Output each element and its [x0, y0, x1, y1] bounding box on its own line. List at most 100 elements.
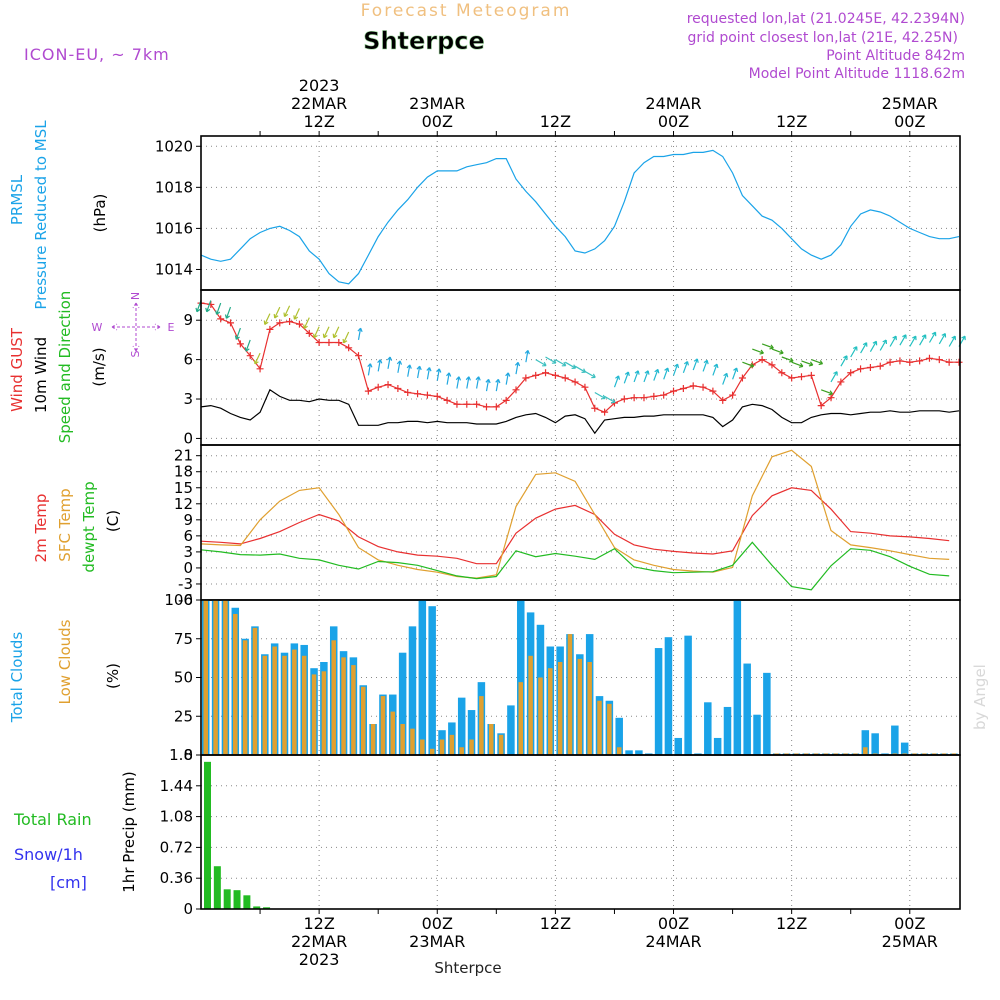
panel-legends: PRMSL Pressure Reduced to MSL (hPa) Wind GU…: [8, 120, 175, 893]
temperature-ytick-label: 0: [183, 559, 193, 577]
total-clouds-bar: [507, 705, 515, 755]
gust-marker: [492, 403, 500, 411]
total-clouds-bar: [635, 750, 643, 755]
gust-marker: [758, 356, 766, 364]
total-clouds-bar: [763, 672, 771, 755]
low-clouds-bar: [292, 649, 297, 755]
wind-direction-arrow: [303, 317, 310, 330]
low-clouds-bar: [301, 655, 307, 755]
gust-marker: [817, 402, 825, 410]
model-label: ICON-EU, ~ 7km: [24, 45, 170, 64]
low-clouds-bar: [390, 711, 396, 755]
wind-direction-arrow: [633, 370, 640, 383]
wind-ytick-label: 6: [183, 351, 193, 369]
low-clouds-bar: [242, 640, 248, 755]
low-clouds-bar: [420, 739, 425, 755]
wind-direction-arrow: [574, 365, 587, 373]
model-point-altitude: Model Point Altitude 1118.62m: [749, 66, 965, 82]
temp-legend-dewpt: dewpt Temp: [80, 481, 98, 572]
gust-marker: [916, 357, 924, 365]
wind-direction-arrow: [535, 359, 547, 367]
pressure-ytick-label: 1014: [155, 260, 193, 278]
wind-ytick-label: 0: [183, 429, 193, 447]
precip-legend-snow: Snow/1h: [14, 845, 83, 864]
temperature-ytick-label: 18: [174, 463, 193, 481]
low-clouds-bar: [863, 747, 868, 755]
gust-marker: [906, 358, 914, 366]
top-time-label: 12Z: [303, 112, 334, 131]
bottom-time-label: 24MAR: [645, 932, 701, 951]
wind-direction-arrow: [205, 300, 212, 313]
gust-marker: [256, 365, 264, 373]
gust-marker: [729, 391, 737, 399]
gust-marker: [640, 394, 648, 402]
point-altitude: Point Altitude 842m: [826, 48, 965, 64]
gust-marker: [502, 396, 510, 404]
rain-bar: [253, 906, 261, 909]
gust-marker: [768, 361, 776, 369]
low-clouds-bar: [577, 658, 583, 755]
precip-axis-label: 1hr Precip (mm): [120, 771, 138, 892]
wind-direction-arrow: [524, 349, 530, 363]
wind-direction-arrow: [446, 372, 452, 385]
gust-marker: [896, 357, 904, 365]
wind-direction-arrow: [938, 332, 947, 345]
bottom-time-label: 12Z: [776, 914, 807, 933]
temperature-ytick-label: -6: [178, 591, 193, 609]
wind-legend-speed-dir: Speed and Direction: [56, 291, 74, 444]
watermark: by Angel: [971, 664, 989, 730]
wind-direction-arrow: [702, 359, 709, 372]
bottom-time-label: 00Z: [894, 914, 925, 933]
rain-bar: [243, 895, 251, 909]
gust-marker: [788, 374, 796, 382]
wind-direction-arrow: [781, 356, 794, 363]
clouds-panel: 0 25 50 75 100: [164, 591, 961, 764]
precipitation-ytick-label: 0: [183, 900, 193, 918]
wind-direction-arrow: [830, 371, 838, 383]
gust-marker: [925, 354, 933, 362]
wind-direction-arrow: [722, 372, 729, 385]
wind-direction-arrow: [357, 327, 363, 341]
rain-bar: [233, 890, 241, 909]
bottom-time-label: 25MAR: [882, 932, 938, 951]
gust-marker: [699, 383, 707, 391]
wind-direction-arrow: [732, 367, 739, 380]
total-clouds-bar: [398, 652, 407, 755]
clouds-ytick-label: 50: [174, 669, 193, 687]
gust-marker: [433, 392, 441, 400]
precipitation-ytick-label: 1.44: [160, 777, 193, 795]
wind-direction-arrow: [234, 327, 241, 340]
temp-legend-unit: (C): [104, 510, 122, 532]
wind-direction-arrow: [850, 346, 858, 358]
total-clouds-bar: [664, 637, 673, 755]
gust-marker: [581, 383, 589, 391]
gust-marker: [325, 339, 333, 347]
wind-direction-arrow: [465, 376, 471, 389]
gust-marker: [650, 392, 658, 400]
wind-direction-arrow: [860, 342, 868, 354]
gust-marker: [620, 395, 628, 403]
wind-direction-arrow: [377, 359, 383, 372]
wind-direction-arrow: [406, 364, 412, 377]
gust-marker: [522, 374, 530, 382]
gust-marker: [591, 404, 599, 412]
low-clouds-bar: [607, 703, 612, 755]
chart-title: Forecast Meteogram: [361, 1, 572, 21]
low-clouds-bar: [311, 674, 317, 755]
gust-marker: [827, 394, 835, 402]
2m-temp-line: [200, 487, 950, 565]
wind-direction-arrow: [505, 372, 511, 385]
gust-marker: [246, 352, 254, 360]
wind-direction-arrow: [869, 340, 878, 352]
low-clouds-bar: [548, 668, 553, 755]
low-clouds-bar: [557, 662, 563, 755]
gust-marker: [689, 382, 697, 390]
prmsl-line: [200, 149, 960, 285]
total-clouds-bar: [861, 730, 870, 755]
rain-bar: [204, 761, 211, 909]
low-clouds-bar: [272, 646, 277, 755]
low-clouds-bar: [410, 728, 415, 755]
